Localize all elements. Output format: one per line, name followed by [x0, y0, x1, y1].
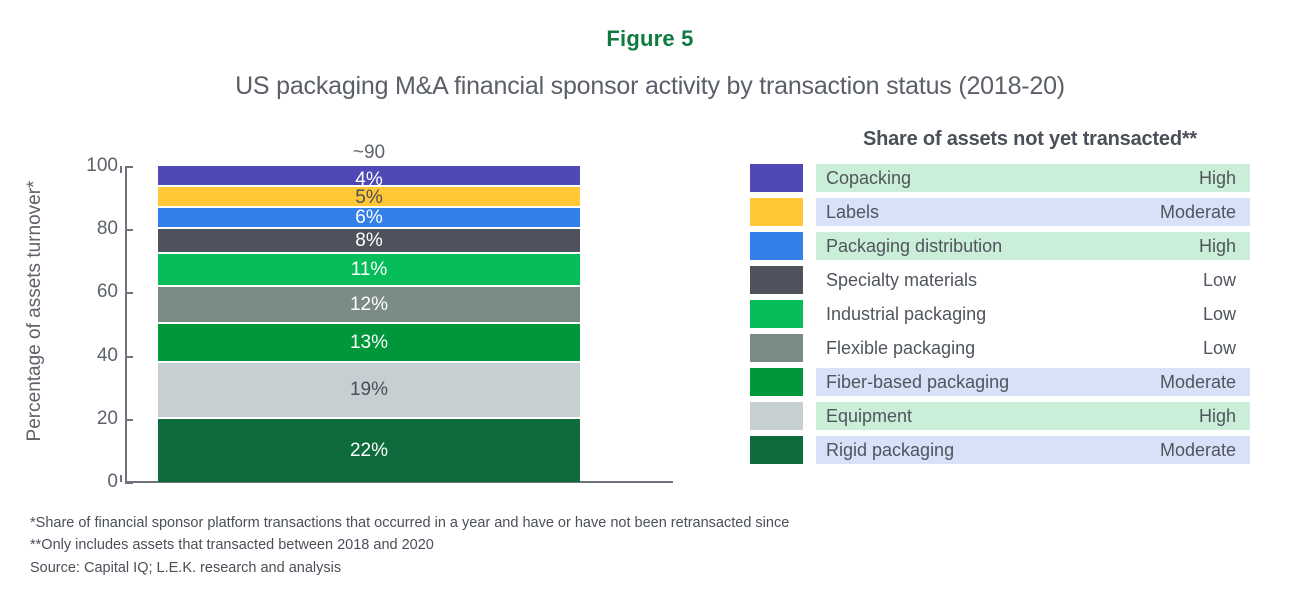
- legend-item-label: Flexible packaging: [826, 337, 976, 358]
- legend-row-body: Specialty materials Low: [816, 266, 1250, 294]
- legend-item-label: Equipment: [826, 405, 913, 426]
- legend-item-rating: Low: [1202, 303, 1236, 324]
- legend: Share of assets not yet transacted** Cop…: [750, 128, 1250, 470]
- legend-item-rating: High: [1198, 405, 1236, 426]
- legend-row[interactable]: Equipment High: [750, 402, 1250, 430]
- y-tick-label: 60: [96, 281, 118, 303]
- footnotes: *Share of financial sponsor platform tra…: [30, 512, 1030, 579]
- bar-segment-label: 13%: [349, 331, 389, 353]
- y-tick-mark: [125, 355, 133, 358]
- bar-segment-label: 22%: [349, 440, 389, 462]
- legend-item-label: Copacking: [826, 167, 912, 188]
- legend-item-rating: High: [1198, 167, 1236, 188]
- y-axis-cap: [120, 475, 122, 482]
- bar-segment: 19%: [158, 362, 580, 420]
- legend-color-swatch: [750, 164, 803, 192]
- legend-item-label: Industrial packaging: [826, 303, 987, 324]
- bar-segment: 8%: [158, 229, 580, 254]
- y-tick-label: 20: [96, 407, 118, 429]
- legend-row-body: Fiber-based packaging Moderate: [816, 368, 1250, 396]
- y-tick-mark: [125, 229, 133, 232]
- bar-segment: 6%: [158, 208, 580, 229]
- bar-segment: 13%: [158, 323, 580, 363]
- legend-row-body: Labels Moderate: [816, 198, 1250, 226]
- bar-segment-label: 4%: [355, 169, 383, 190]
- legend-item-rating: Low: [1202, 269, 1236, 290]
- legend-row-body: Industrial packaging Low: [816, 300, 1250, 328]
- footnote-1: *Share of financial sponsor platform tra…: [30, 515, 790, 531]
- footnote-source: Source: Capital IQ; L.E.K. research and …: [30, 559, 342, 576]
- legend-item-label: Fiber-based packaging: [826, 371, 1010, 392]
- legend-item-label: Rigid packaging: [826, 439, 955, 460]
- legend-row-body: Equipment High: [816, 402, 1250, 430]
- legend-row-body: Flexible packaging Low: [816, 334, 1250, 362]
- y-tick-mark: [125, 482, 133, 484]
- legend-row-body: Packaging distribution High: [816, 232, 1250, 260]
- legend-row[interactable]: Flexible packaging Low: [750, 334, 1250, 362]
- legend-item-label: Packaging distribution: [826, 235, 1003, 256]
- bar-segment-label: 19%: [349, 379, 389, 401]
- y-axis-line: [125, 166, 127, 482]
- legend-color-swatch: [750, 334, 803, 362]
- stacked-bar: 4% 5% 6% 8% 11% 12% 13% 19% 22%: [158, 166, 580, 483]
- legend-color-swatch: [750, 436, 803, 464]
- legend-row[interactable]: Fiber-based packaging Moderate: [750, 368, 1250, 396]
- chart-title: US packaging M&A financial sponsor activ…: [235, 72, 1065, 100]
- legend-item-rating: High: [1198, 235, 1236, 256]
- legend-color-swatch: [750, 198, 803, 226]
- y-tick-label: 80: [96, 218, 118, 240]
- y-tick-mark: [125, 418, 133, 421]
- bar-segment: 12%: [158, 287, 580, 324]
- legend-color-swatch: [750, 368, 803, 396]
- legend-row[interactable]: Specialty materials Low: [750, 266, 1250, 294]
- chart-plot-area: Percentage of assets turnover* 0 20 40 60 80…: [0, 142, 740, 495]
- legend-color-swatch: [750, 266, 803, 294]
- y-tick-label: 100: [86, 155, 118, 176]
- legend-header: Share of assets not yet transacted**: [862, 128, 1198, 150]
- y-axis-title: Percentage of assets turnover*: [24, 180, 45, 442]
- bar-segment: 5%: [158, 187, 580, 208]
- bar-segment-label: 5%: [355, 187, 383, 208]
- bar-segment-label: 11%: [350, 259, 388, 281]
- y-axis-cap: [120, 166, 122, 173]
- legend-item-label: Labels: [826, 201, 880, 222]
- legend-color-swatch: [750, 232, 803, 260]
- y-tick-mark: [125, 292, 133, 295]
- y-tick-label: 40: [96, 344, 118, 366]
- bar-segment: 4%: [158, 166, 580, 190]
- legend-row[interactable]: Packaging distribution High: [750, 232, 1250, 260]
- legend-row[interactable]: Labels Moderate: [750, 198, 1250, 226]
- legend-row[interactable]: Rigid packaging Moderate: [750, 436, 1250, 464]
- legend-color-swatch: [750, 402, 803, 430]
- bar-segment-label: 8%: [355, 229, 383, 251]
- bar-segment-label: 6%: [355, 207, 383, 228]
- bar-segment: 11%: [158, 253, 580, 288]
- total-annotation: ~90: [352, 142, 386, 163]
- legend-item-rating: Moderate: [1159, 439, 1236, 460]
- footnote-2: **Only includes assets that transacted b…: [30, 537, 434, 554]
- bar-segment-label: 12%: [349, 293, 389, 315]
- legend-item-rating: Moderate: [1159, 201, 1236, 222]
- legend-item-rating: Moderate: [1159, 371, 1236, 392]
- legend-rows: Copacking High Labels Moderate Packaging dis…: [750, 164, 1250, 464]
- legend-row-body: Copacking High: [816, 164, 1250, 192]
- y-tick-label: 0: [107, 471, 118, 492]
- legend-color-swatch: [750, 300, 803, 328]
- legend-row[interactable]: Industrial packaging Low: [750, 300, 1250, 328]
- legend-row[interactable]: Copacking High: [750, 164, 1250, 192]
- legend-row-body: Rigid packaging Moderate: [816, 436, 1250, 464]
- figure-label: Figure 5: [606, 26, 694, 51]
- legend-item-rating: Low: [1202, 337, 1236, 358]
- bar-segment: 22%: [158, 419, 580, 483]
- y-tick-mark: [125, 166, 133, 168]
- legend-item-label: Specialty materials: [826, 269, 978, 290]
